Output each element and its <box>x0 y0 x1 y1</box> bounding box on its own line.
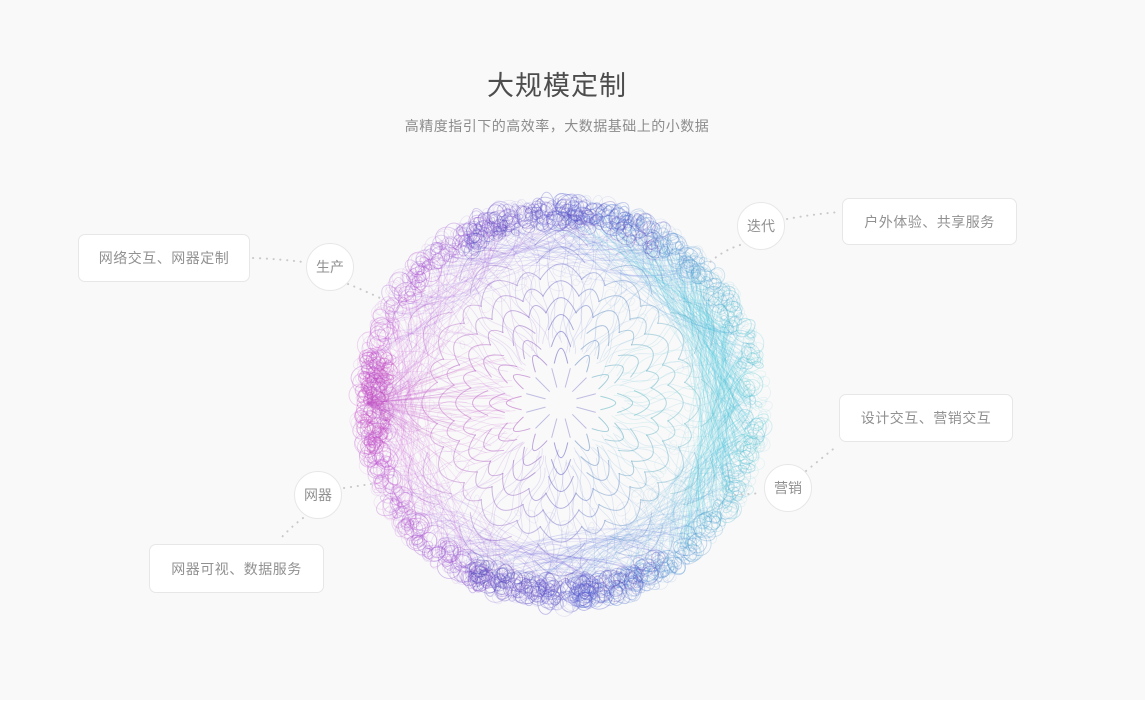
node-label: 营销 <box>774 480 802 496</box>
node-netdevice: 网器 <box>294 471 342 519</box>
node-label: 迭代 <box>747 218 775 234</box>
dotted-connector-iteration-box <box>786 211 841 220</box>
dotted-connector-marketing-box <box>805 445 838 472</box>
callout-network-interaction: 网络交互、网器定制 <box>78 234 250 282</box>
callout-label: 网络交互、网器定制 <box>98 250 230 266</box>
dotted-connector-netdevice-box <box>280 517 304 539</box>
page-subtitle: 高精度指引下的高效率，大数据基础上的小数据 <box>404 118 710 134</box>
node-production: 生产 <box>306 243 354 291</box>
callout-netdevice-visualization: 网器可视、数据服务 <box>149 544 324 593</box>
callout-design-interaction: 设计交互、营销交互 <box>839 394 1013 442</box>
section-bottom-edge <box>0 700 1145 703</box>
callout-outdoor-experience: 户外体验、共享服务 <box>842 198 1017 245</box>
node-label: 网器 <box>304 487 332 503</box>
dotted-connector-production-box <box>252 257 304 263</box>
callout-label: 网器可视、数据服务 <box>171 560 302 577</box>
node-iteration: 迭代 <box>737 202 785 250</box>
callout-label: 户外体验、共享服务 <box>864 213 995 230</box>
node-label: 生产 <box>316 259 344 275</box>
generative-sphere-visual <box>341 183 781 623</box>
node-marketing: 营销 <box>764 464 812 512</box>
callout-label: 设计交互、营销交互 <box>860 410 992 426</box>
page-title: 大规模定制 <box>487 71 627 101</box>
